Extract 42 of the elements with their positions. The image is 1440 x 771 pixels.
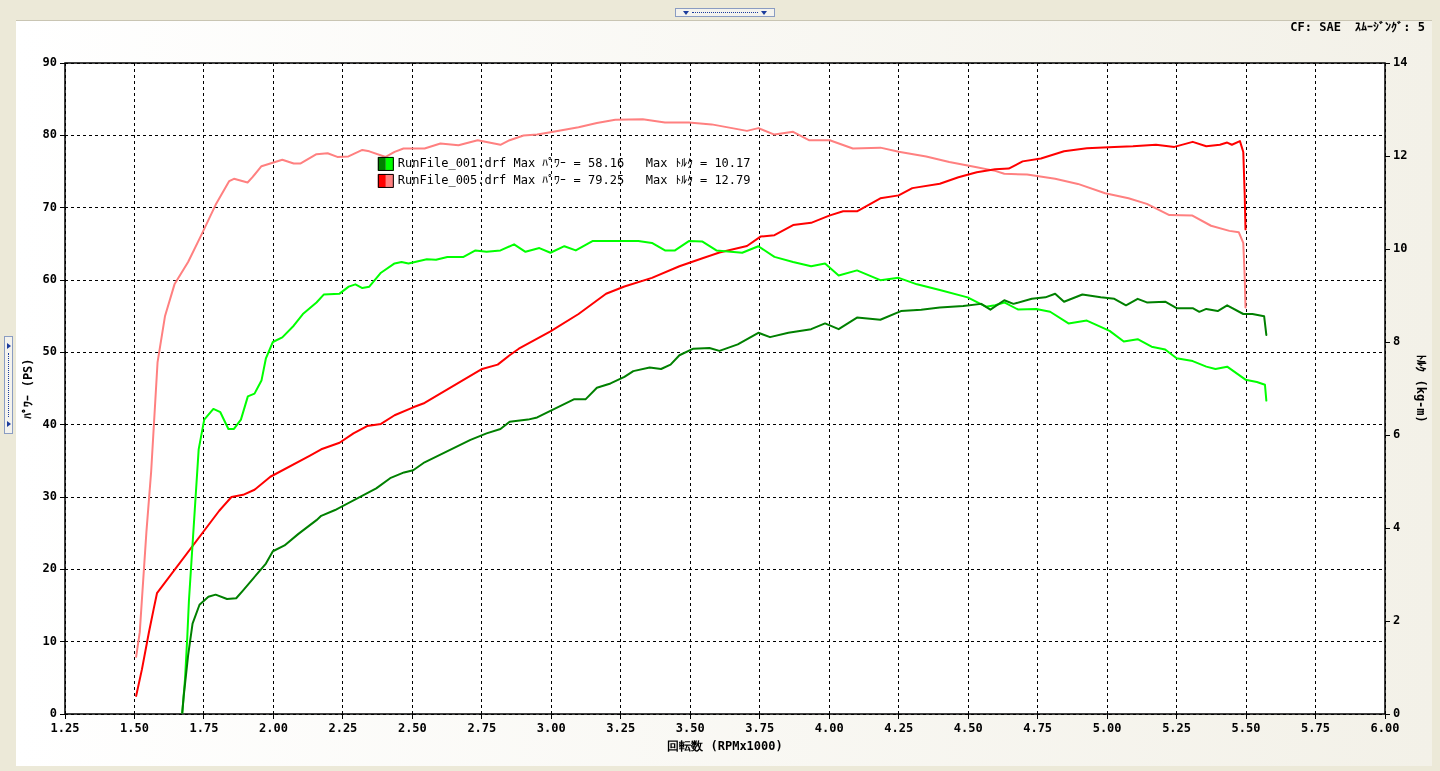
x-tick-label: 6.00 [1370,721,1400,736]
y2-tick-label: 2 [1393,613,1401,628]
y2-tick-label: 6 [1393,427,1401,442]
x-tick-label: 2.00 [258,721,288,736]
x-tick-label: 2.50 [397,721,427,736]
y-tick-label: 0 [49,706,57,721]
x-tick-label: 5.00 [1092,721,1122,736]
x-axis-title: 回転数 (RPMx1000) [667,738,783,753]
y2-tick-label: 0 [1393,706,1401,721]
x-tick-label: 1.50 [120,721,149,736]
y-tick-label: 30 [42,489,57,504]
y-tick-label: 70 [42,199,57,214]
y-tick-label: 50 [42,344,57,359]
x-tick-label: 3.75 [745,721,775,736]
y-tick-label: 90 [42,55,57,70]
text: CF: SAE ｽﾑｰｼﾞﾝｸﾞ: 5 [1290,20,1425,35]
x-tick-label: 1.75 [189,721,219,736]
x-tick-label: 3.25 [606,721,636,736]
y-tick-label: 60 [42,272,57,287]
y2-tick-label: 8 [1393,334,1401,349]
x-tick-label: 5.50 [1231,721,1261,736]
y2-tick-label: 14 [1393,55,1408,70]
y2-axis-title: ﾄﾙｸ (kg-m) [1413,354,1428,423]
x-tick-label: 5.75 [1301,721,1330,736]
y-tick-label: 80 [42,127,57,142]
y-tick-label: 20 [42,561,57,576]
x-tick-label: 1.25 [50,721,80,736]
x-tick-label: 4.00 [814,721,844,736]
y2-tick-label: 10 [1393,241,1408,256]
y-axis-title: ﾊﾟﾜｰ (PS) [21,358,36,419]
x-tick-label: 4.50 [953,721,983,736]
x-tick-label: 4.25 [884,721,914,736]
x-tick-label: 2.25 [328,721,358,736]
x-tick-label: 4.75 [1023,721,1053,736]
x-tick-label: 3.50 [675,721,705,736]
y2-tick-label: 12 [1393,148,1408,163]
x-tick-label: 5.25 [1162,721,1192,736]
y2-tick-label: 4 [1393,520,1401,535]
y-tick-label: 10 [42,633,57,648]
x-tick-label: 2.75 [467,721,497,736]
x-tick-label: 3.00 [536,721,566,736]
y-tick-label: 40 [42,416,57,431]
